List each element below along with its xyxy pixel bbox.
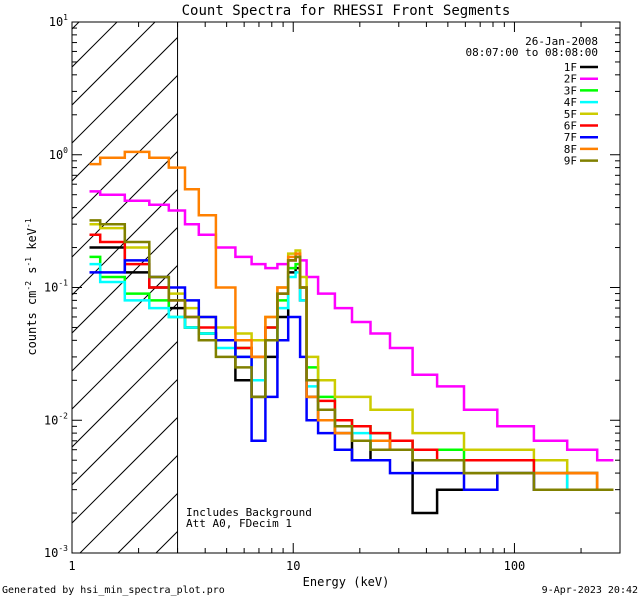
hatch-line [72, 340, 178, 448]
legend-label-4F: 4F [564, 96, 577, 109]
hatch-line [72, 188, 178, 296]
y-tick-label: 10-2 [44, 411, 68, 427]
hatch-line [72, 302, 178, 410]
hatch-line [72, 264, 178, 372]
legend-label-2F: 2F [564, 73, 577, 86]
hatch-line [72, 150, 178, 258]
series-layer [89, 150, 614, 515]
legend-time-range: 08:07:00 to 08:08:00 [466, 46, 598, 59]
hatch-line [270, 0, 640, 553]
legend-label-7F: 7F [564, 131, 577, 144]
legend-date: 26-Jan-2008 [525, 35, 598, 48]
hatch-line [72, 36, 178, 144]
y-axis: 10-3 10-2 10-1 100 101 [44, 13, 620, 560]
y-axis-label-part: s [25, 267, 39, 281]
legend-label-3F: 3F [564, 84, 577, 97]
y-tick-label: 10-3 [44, 544, 68, 560]
x-tick-label: 100 [504, 559, 526, 573]
y-axis-label-exp: -1 [24, 218, 33, 228]
chart-title: Count Spectra for RHESSI Front Segments [182, 3, 511, 19]
y-axis-label-exp: -2 [24, 281, 33, 291]
hatch-line [72, 226, 178, 334]
y-axis-label-part: counts cm [25, 291, 39, 356]
hatch-line [117, 492, 178, 553]
legend-label-5F: 5F [564, 108, 577, 121]
hatch-line [72, 22, 118, 68]
hatch-line [72, 22, 156, 106]
x-axis-label: Energy (keV) [303, 575, 390, 589]
annotation-attenuator: Att A0, FDecim 1 [186, 517, 292, 530]
y-axis-label-exp: -1 [24, 257, 33, 267]
legend-label-1F: 1F [564, 61, 577, 74]
y-tick-label: 101 [49, 13, 68, 29]
y-axis-label-part: keV [25, 228, 39, 257]
hatch-line [72, 416, 178, 524]
legend-label-6F: 6F [564, 120, 577, 133]
x-axis: 1 10 100 [68, 22, 621, 573]
x-tick-label: 1 [68, 559, 75, 573]
series-line-9F [89, 219, 614, 491]
hatch-line [72, 378, 178, 486]
annotation-background: Includes Background [186, 506, 312, 519]
y-axis-label: counts cm-2 s-1 keV-1 [24, 218, 39, 355]
legend-label-9F: 9F [564, 155, 577, 168]
footer-generated-by: Generated by hsi_min_spectra_plot.pro [2, 585, 225, 596]
background-shaded-region [72, 0, 640, 553]
y-tick-label: 10-1 [44, 279, 68, 295]
legend-label-8F: 8F [564, 143, 577, 156]
x-tick-label: 10 [286, 559, 300, 573]
footer-timestamp: 9-Apr-2023 20:42 [541, 585, 638, 596]
series-line-5F [89, 222, 614, 491]
y-tick-label: 100 [49, 146, 68, 162]
